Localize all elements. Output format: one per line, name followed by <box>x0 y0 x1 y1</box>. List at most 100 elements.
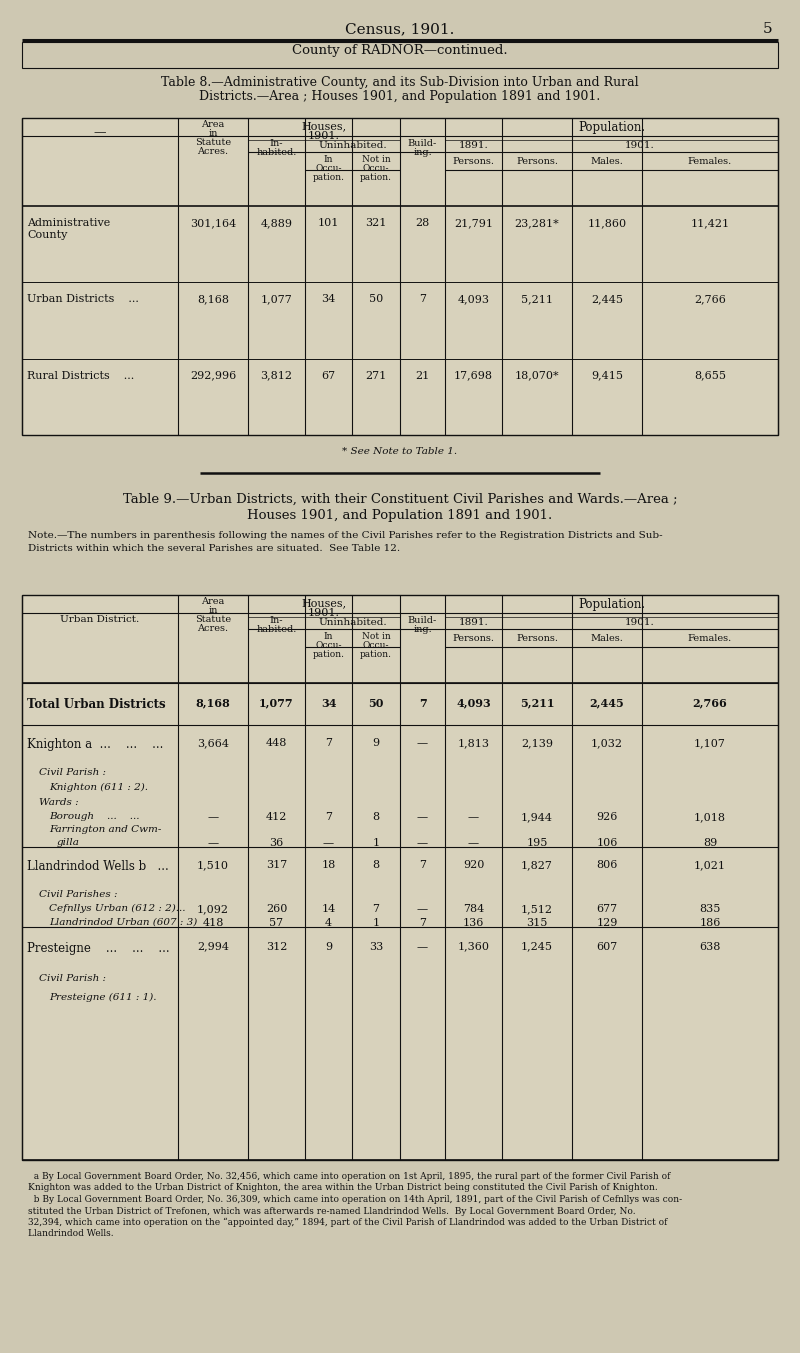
Text: 106: 106 <box>596 838 618 848</box>
Text: 18: 18 <box>322 861 336 870</box>
Text: 4,093: 4,093 <box>458 295 490 304</box>
Text: Civil Parishes :: Civil Parishes : <box>39 890 118 898</box>
Text: 21,791: 21,791 <box>454 218 493 229</box>
Text: 638: 638 <box>699 942 721 951</box>
Text: 920: 920 <box>463 861 484 870</box>
Text: Urban Districts    ...: Urban Districts ... <box>27 295 139 304</box>
Text: 2,994: 2,994 <box>197 942 229 951</box>
Text: 1,245: 1,245 <box>521 942 553 951</box>
Text: 315: 315 <box>526 917 548 928</box>
Text: 784: 784 <box>463 904 484 913</box>
Text: Population.: Population. <box>578 598 645 612</box>
Text: ing.: ing. <box>413 147 432 157</box>
Text: Uninhabited.: Uninhabited. <box>318 141 387 150</box>
Text: 1,077: 1,077 <box>261 295 292 304</box>
Text: pation.: pation. <box>360 649 392 659</box>
Text: 50: 50 <box>369 295 383 304</box>
Text: 1901.: 1901. <box>625 618 655 626</box>
Text: 1,512: 1,512 <box>521 904 553 913</box>
Text: 4: 4 <box>325 917 332 928</box>
Text: 1891.: 1891. <box>458 618 488 626</box>
Text: Districts.—Area ; Houses 1901, and Population 1891 and 1901.: Districts.—Area ; Houses 1901, and Popul… <box>199 91 601 103</box>
Bar <box>22 42 778 68</box>
Text: Borough    ...    ...: Borough ... ... <box>49 812 139 821</box>
Text: Occu-: Occu- <box>362 164 390 173</box>
Text: Uninhabited.: Uninhabited. <box>318 618 387 626</box>
Text: Occu-: Occu- <box>315 641 342 649</box>
Text: 1901.: 1901. <box>308 131 340 141</box>
Text: 36: 36 <box>270 838 284 848</box>
Text: 292,996: 292,996 <box>190 371 236 380</box>
Text: 129: 129 <box>596 917 618 928</box>
Text: 8,168: 8,168 <box>196 698 230 709</box>
Text: Persons.: Persons. <box>516 635 558 643</box>
Text: 32,394, which came into operation on the “appointed day,” 1894, part of the Civi: 32,394, which came into operation on the… <box>28 1218 667 1227</box>
Text: Females.: Females. <box>688 635 732 643</box>
Text: Statute: Statute <box>195 616 231 624</box>
Text: Persons.: Persons. <box>516 157 558 166</box>
Text: 21: 21 <box>415 371 430 380</box>
Text: pation.: pation. <box>313 173 345 183</box>
Text: Rural Districts    ...: Rural Districts ... <box>27 371 134 380</box>
Text: Administrative
County: Administrative County <box>27 218 110 239</box>
Text: 67: 67 <box>322 371 335 380</box>
Text: 418: 418 <box>202 917 224 928</box>
Text: 5,211: 5,211 <box>521 295 553 304</box>
Text: Persons.: Persons. <box>453 157 494 166</box>
Text: * See Note to Table 1.: * See Note to Table 1. <box>342 446 458 456</box>
Text: 4,889: 4,889 <box>261 218 293 229</box>
Text: —: — <box>323 838 334 848</box>
Text: 1,944: 1,944 <box>521 812 553 821</box>
Text: 1: 1 <box>373 838 379 848</box>
Text: 23,281*: 23,281* <box>514 218 559 229</box>
Text: 1,107: 1,107 <box>694 739 726 748</box>
Text: 1,813: 1,813 <box>458 739 490 748</box>
Text: Occu-: Occu- <box>362 641 390 649</box>
Text: 7: 7 <box>418 698 426 709</box>
Text: Wards :: Wards : <box>39 798 78 806</box>
Text: 89: 89 <box>703 838 717 848</box>
Text: 2,766: 2,766 <box>693 698 727 709</box>
Text: 271: 271 <box>366 371 386 380</box>
Text: —: — <box>417 739 428 748</box>
Text: Table 8.—Administrative County, and its Sub-Division into Urban and Rural: Table 8.—Administrative County, and its … <box>161 76 639 89</box>
Text: b By Local Government Board Order, No. 36,309, which came into operation on 14th: b By Local Government Board Order, No. 3… <box>28 1195 682 1204</box>
Text: Llandrindod Wells b   ...: Llandrindod Wells b ... <box>27 861 169 873</box>
Text: Presteigne (611 : 1).: Presteigne (611 : 1). <box>49 993 157 1003</box>
Text: Knighton was added to the Urban District of Knighton, the area within the Urban : Knighton was added to the Urban District… <box>28 1184 658 1192</box>
Text: 1,018: 1,018 <box>694 812 726 821</box>
Text: Build-: Build- <box>408 139 437 147</box>
Text: 1,092: 1,092 <box>197 904 229 913</box>
Text: —: — <box>468 812 479 821</box>
Text: 1901.: 1901. <box>625 141 655 150</box>
Text: 260: 260 <box>266 904 287 913</box>
Text: —: — <box>417 838 428 848</box>
Text: Not in: Not in <box>362 156 390 164</box>
Text: 1,021: 1,021 <box>694 861 726 870</box>
Text: pation.: pation. <box>313 649 345 659</box>
Text: —: — <box>468 838 479 848</box>
Text: Census, 1901.: Census, 1901. <box>346 22 454 37</box>
Text: —: — <box>207 838 218 848</box>
Text: 186: 186 <box>699 917 721 928</box>
Text: 4,093: 4,093 <box>456 698 491 709</box>
Text: in: in <box>208 606 218 616</box>
Text: 8,168: 8,168 <box>197 295 229 304</box>
Text: 9,415: 9,415 <box>591 371 623 380</box>
Text: —: — <box>417 812 428 821</box>
Text: Districts within which the several Parishes are situated.  See Table 12.: Districts within which the several Paris… <box>28 544 400 553</box>
Text: —: — <box>417 904 428 913</box>
Text: 2,139: 2,139 <box>521 739 553 748</box>
Text: Occu-: Occu- <box>315 164 342 173</box>
Text: Acres.: Acres. <box>198 147 229 156</box>
Text: —: — <box>207 812 218 821</box>
Text: Llandrindod Urban (607 : 3): Llandrindod Urban (607 : 3) <box>49 917 198 927</box>
Text: Population.: Population. <box>578 120 645 134</box>
Text: 5,211: 5,211 <box>520 698 554 709</box>
Text: ing.: ing. <box>413 625 432 635</box>
Text: 9: 9 <box>325 942 332 951</box>
Text: 50: 50 <box>368 698 384 709</box>
Text: Knighton (611 : 2).: Knighton (611 : 2). <box>49 782 148 792</box>
Text: 195: 195 <box>526 838 548 848</box>
Text: 2,445: 2,445 <box>590 698 624 709</box>
